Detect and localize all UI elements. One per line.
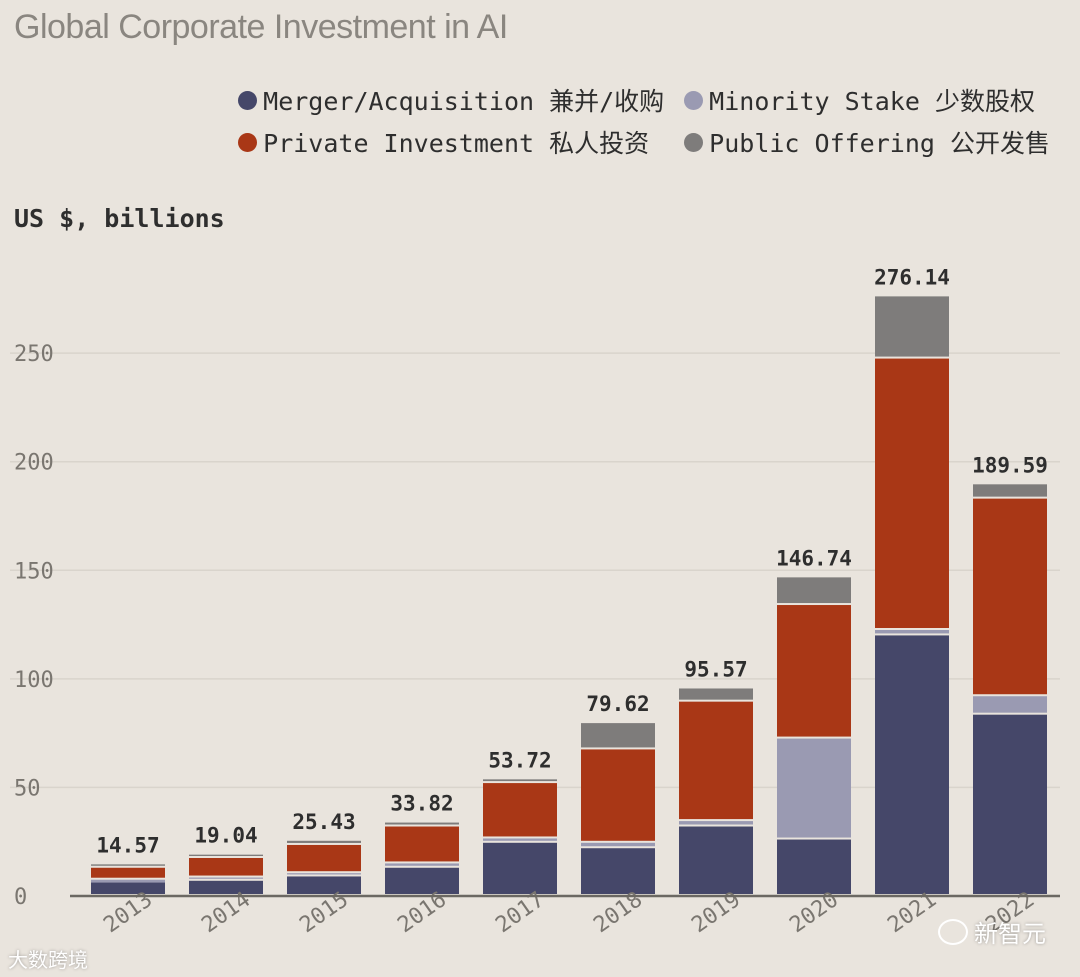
legend-item-merger: Merger/Acquisition 兼并/收购 xyxy=(238,82,664,118)
bar-2015-series-0 xyxy=(287,876,361,894)
bar-2015-series-3 xyxy=(287,840,361,843)
bar-2022-series-2 xyxy=(973,498,1047,695)
y-tick-label-150: 150 xyxy=(14,559,54,584)
legend-swatch-merger xyxy=(238,90,258,110)
bar-2013-series-0 xyxy=(91,882,165,894)
watermark-right-text: 新智元 xyxy=(974,920,1046,948)
y-tick-label-0: 0 xyxy=(14,885,27,910)
bar-2017-series-3 xyxy=(483,779,557,782)
bar-2019-series-0 xyxy=(679,826,753,894)
bar-2014-series-0 xyxy=(189,880,263,894)
total-label-2013: 14.57 xyxy=(96,833,159,857)
total-label-2017: 53.72 xyxy=(488,748,551,772)
legend-label-merger: Merger/Acquisition 兼并/收购 xyxy=(263,87,665,116)
total-label-2022: 189.59 xyxy=(972,453,1048,477)
bar-2020-series-0 xyxy=(777,839,851,894)
legend-swatch-private xyxy=(238,132,258,152)
y-tick-label-50: 50 xyxy=(14,776,41,801)
total-label-2020: 146.74 xyxy=(776,546,852,570)
watermark-right: 新智元 xyxy=(938,914,1046,949)
bar-2021-series-3 xyxy=(875,296,949,357)
legend-label-minority: Minority Stake 少数股权 xyxy=(709,87,1035,116)
watermark-left: 大数跨境 xyxy=(8,948,88,972)
bar-2015-series-1 xyxy=(287,873,361,875)
bar-2021-series-1 xyxy=(875,630,949,634)
y-axis-label: US $, billions xyxy=(14,204,225,233)
bar-2014-series-1 xyxy=(189,877,263,879)
total-label-2018: 79.62 xyxy=(586,692,649,716)
bar-2016-series-3 xyxy=(385,822,459,825)
bar-2018-series-3 xyxy=(581,723,655,748)
chart-title: Global Corporate Investment in AI xyxy=(14,8,508,46)
bar-2018-series-1 xyxy=(581,842,655,847)
total-label-2015: 25.43 xyxy=(292,810,355,834)
bar-2020-series-2 xyxy=(777,605,851,737)
bar-2019-series-3 xyxy=(679,688,753,700)
bar-2016-series-2 xyxy=(385,826,459,862)
bar-2020-series-3 xyxy=(777,577,851,604)
bar-2019-series-1 xyxy=(679,821,753,825)
total-label-2014: 19.04 xyxy=(194,824,257,848)
bar-2021-series-2 xyxy=(875,358,949,628)
bar-2017-series-2 xyxy=(483,783,557,837)
legend: Merger/Acquisition 兼并/收购 Minority Stake … xyxy=(238,82,1050,160)
bar-2015-series-2 xyxy=(287,844,361,872)
legend-label-public: Public Offering 公开发售 xyxy=(709,129,1050,158)
bar-2022-series-1 xyxy=(973,696,1047,713)
bar-2022-series-3 xyxy=(973,484,1047,497)
legend-item-public: Public Offering 公开发售 xyxy=(684,124,1050,160)
total-label-2019: 95.57 xyxy=(684,657,747,681)
bar-2016-series-0 xyxy=(385,867,459,894)
total-label-2021: 276.14 xyxy=(874,265,950,289)
legend-swatch-minority xyxy=(684,90,704,110)
bar-2013-series-3 xyxy=(91,864,165,866)
bar-2017-series-1 xyxy=(483,838,557,841)
bar-2022-series-0 xyxy=(973,714,1047,894)
bar-2014-series-2 xyxy=(189,858,263,876)
y-tick-label-200: 200 xyxy=(14,451,54,476)
wechat-icon xyxy=(938,918,968,945)
legend-swatch-public xyxy=(684,132,704,152)
bar-2014-series-3 xyxy=(189,854,263,856)
legend-label-private: Private Investment 私人投资 xyxy=(263,129,650,158)
y-tick-label-250: 250 xyxy=(14,342,54,367)
bar-2020-series-1 xyxy=(777,738,851,838)
bar-2016-series-1 xyxy=(385,863,459,866)
bar-2018-series-0 xyxy=(581,848,655,894)
legend-item-minority: Minority Stake 少数股权 xyxy=(684,82,1050,118)
bar-2013-series-1 xyxy=(91,879,165,883)
y-tick-label-100: 100 xyxy=(14,668,54,693)
legend-item-private: Private Investment 私人投资 xyxy=(238,124,664,160)
total-label-2016: 33.82 xyxy=(390,792,453,816)
bar-2017-series-0 xyxy=(483,842,557,894)
bar-2018-series-2 xyxy=(581,749,655,841)
bar-2019-series-2 xyxy=(679,701,753,820)
bar-2021-series-0 xyxy=(875,635,949,894)
bar-2013-series-2 xyxy=(91,867,165,878)
